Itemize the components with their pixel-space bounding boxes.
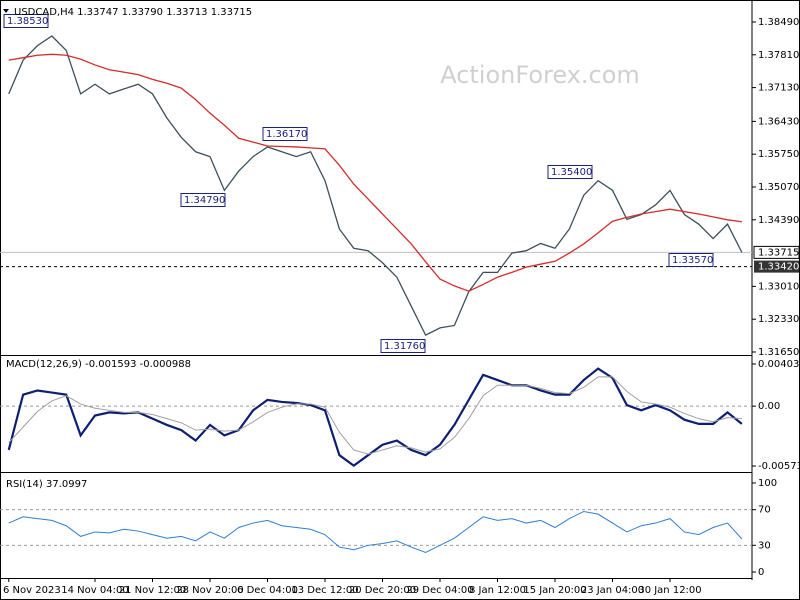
x-tick-label: 6 Nov 2023: [3, 585, 61, 596]
pane-title: RSI(14) 37.0997: [6, 479, 87, 490]
annotation-label: 1.38530: [7, 16, 48, 27]
y-tick-label: 30: [758, 540, 771, 551]
x-tick-label: 20 Dec 20:00: [349, 585, 416, 596]
y-tick-label: 100: [758, 478, 777, 489]
y-tick-label: 0: [758, 567, 764, 578]
y-tick-label: 0.004038: [758, 359, 800, 370]
x-tick-label: 29 Dec 04:00: [406, 585, 473, 596]
annotation-box: [668, 253, 714, 267]
series-line: [8, 53, 742, 292]
current-box: [753, 245, 800, 259]
watermark: ActionForex.com: [440, 61, 640, 89]
annotation-label: 1.31760: [384, 341, 425, 352]
annotation-label: 1.34790: [184, 195, 225, 206]
y-tick-label: 0.00: [758, 401, 780, 412]
current-label: 1.33715: [758, 247, 799, 258]
annotation-box: [180, 193, 226, 207]
y-tick-label: 1.36430: [758, 116, 799, 127]
y-tick-label: 1.38490: [758, 17, 799, 28]
y-tick-label: 70: [758, 505, 771, 516]
x-tick-label: 21 Nov 12:00: [119, 585, 186, 596]
series-line: [8, 376, 742, 455]
x-tick-label: 6 Dec 04:00: [237, 585, 298, 596]
x-tick-label: 14 Nov 04:00: [61, 585, 128, 596]
y-tick-label: 1.31650: [758, 347, 799, 358]
x-tick-label: 13 Dec 12:00: [291, 585, 358, 596]
level-box: [754, 260, 799, 273]
level-label: 1.33420: [758, 262, 799, 273]
y-tick-label: 1.33010: [758, 281, 799, 292]
annotation-box: [262, 127, 308, 141]
annotation-label: 1.36170: [266, 129, 307, 140]
x-tick-label: 15 Jan 20:00: [523, 585, 586, 596]
y-tick-label: 1.32330: [758, 314, 799, 325]
annotation-label: 1.35400: [551, 167, 592, 178]
y-tick-label: 1.35070: [758, 182, 799, 193]
x-tick-label: 8 Jan 12:00: [469, 585, 526, 596]
y-tick-label: 1.37130: [758, 83, 799, 94]
x-tick-label: 30 Jan 12:00: [638, 585, 701, 596]
series-line: [7, 367, 743, 467]
series-line: [8, 510, 743, 553]
y-tick-label: 1.35750: [758, 149, 799, 160]
x-tick-label: 23 Jan 04:00: [581, 585, 644, 596]
x-tick-label: 28 Nov 20:00: [176, 585, 243, 596]
annotation-label: 1.33570: [672, 255, 713, 266]
y-tick-label: 1.34390: [758, 215, 799, 226]
pane-title: MACD(12,26,9) -0.001593 -0.000988: [6, 359, 191, 370]
annotation-box: [3, 14, 49, 28]
annotation-box: [547, 165, 593, 179]
title-icon: [3, 9, 9, 13]
pane-title: USDCAD,H4 1.33747 1.33790 1.33713 1.3371…: [14, 7, 252, 18]
annotation-box: [380, 339, 426, 353]
y-tick-label: 1.37810: [758, 50, 799, 61]
series-line: [8, 35, 743, 336]
y-tick-label: -0.005737: [758, 461, 800, 472]
